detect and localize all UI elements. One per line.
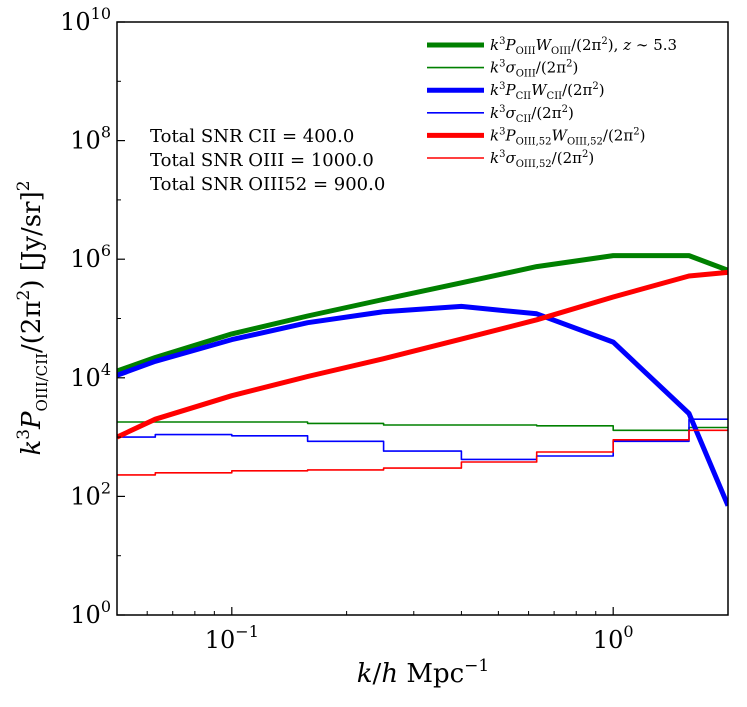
x-tick-label-1: 100 (593, 622, 634, 654)
series-line-1 (117, 421, 728, 432)
snr-annotations: Total SNR CII = 400.0 Total SNR OIII = 1… (150, 126, 385, 195)
series-line-5 (117, 429, 728, 476)
plot-area (117, 22, 728, 615)
series-line-2 (117, 303, 728, 507)
y-tick-label-5: 1010 (60, 4, 111, 36)
x-axis-label: k/h Mpc−1 (357, 656, 489, 689)
legend-label-2: k3PCIIWCII/(2π2) (490, 81, 605, 102)
series-layer (117, 253, 728, 507)
legend: k3POIIIWOIII/(2π2), z ∼ 5.3k3σOIII/(2π2)… (427, 36, 677, 170)
y-axis-label: k3POIII/CII/(2π2) [Jy/sr]2 (14, 180, 51, 455)
legend-label-4: k3POIII,52WOIII,52/(2π2) (490, 126, 645, 147)
ticks-layer: 100 102 104 106 108 1010 10−1 100 (60, 4, 633, 654)
legend-label-1: k3σOIII/(2π2) (490, 59, 578, 80)
x-tick-label-0: 10−1 (205, 622, 259, 654)
y-tick-label-0: 100 (70, 597, 111, 629)
legend-label-3: k3σCII/(2π2) (490, 104, 574, 125)
series-line-0 (117, 253, 728, 374)
annotation-snr-oiii52: Total SNR OIII52 = 900.0 (150, 174, 385, 195)
series-line-4 (117, 269, 728, 440)
legend-label-0: k3POIIIWOIII/(2π2), z ∼ 5.3 (490, 36, 677, 57)
legend-label-5: k3σOIII,52/(2π2) (490, 149, 594, 170)
y-tick-label-2: 104 (70, 360, 111, 392)
y-tick-label-1: 102 (70, 478, 111, 510)
y-tick-label-3: 106 (70, 241, 111, 273)
series-line-3 (117, 418, 728, 461)
y-tick-label-4: 108 (70, 123, 111, 155)
annotation-snr-cii: Total SNR CII = 400.0 (150, 126, 354, 147)
annotation-snr-oiii: Total SNR OIII = 1000.0 (150, 150, 374, 171)
